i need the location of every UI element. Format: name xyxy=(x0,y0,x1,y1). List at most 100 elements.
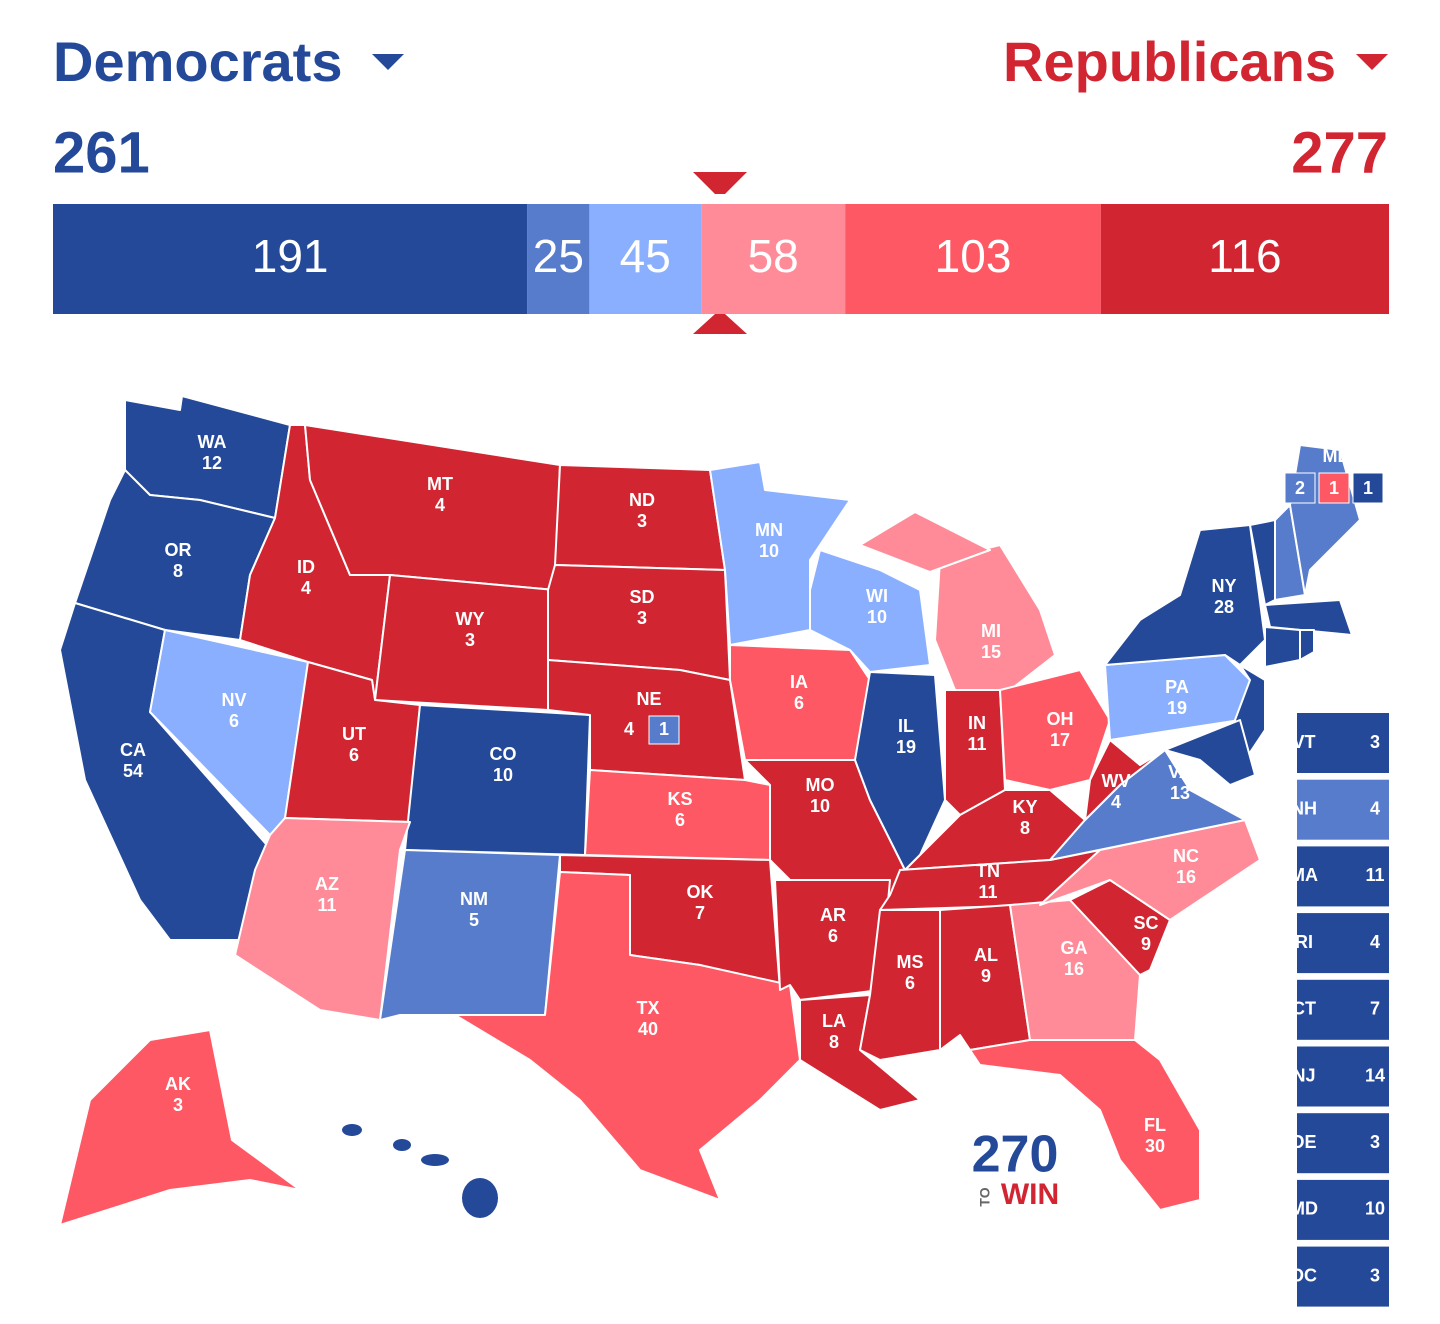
state-votes: 19 xyxy=(1167,698,1187,718)
district-box[interactable] xyxy=(1284,472,1316,504)
small-state-box[interactable] xyxy=(1297,1113,1389,1174)
state-abbr: HI xyxy=(441,1197,459,1217)
small-state-box[interactable] xyxy=(1297,1246,1389,1307)
small-state-box[interactable] xyxy=(1297,979,1389,1040)
state[interactable] xyxy=(234,817,411,1021)
bar-segment[interactable] xyxy=(1100,204,1389,314)
district-box[interactable] xyxy=(1318,472,1350,504)
logo-to: TO xyxy=(977,1187,993,1206)
state-abbr: WI xyxy=(866,586,888,606)
bar-segment[interactable] xyxy=(53,204,528,314)
state-votes: 10 xyxy=(867,607,887,627)
small-state-box[interactable] xyxy=(1297,779,1389,840)
bar-segment[interactable] xyxy=(845,204,1101,314)
state-abbr: SC xyxy=(1133,913,1158,933)
state-votes: 11 xyxy=(978,882,997,902)
state-votes: 6 xyxy=(905,973,915,993)
logo-number: 270 xyxy=(972,1126,1059,1184)
state-abbr: NM xyxy=(460,889,488,909)
state-votes: 8 xyxy=(1020,818,1030,838)
state-votes: 4 xyxy=(301,578,311,598)
state[interactable] xyxy=(1009,899,1141,1041)
state-votes: 4 xyxy=(1370,798,1380,818)
state-votes: 13 xyxy=(1170,783,1190,803)
state-abbr: MN xyxy=(755,520,783,540)
bar-label: 58 xyxy=(748,230,799,282)
state-abbr: MA xyxy=(1290,865,1318,885)
state[interactable] xyxy=(1084,739,1166,821)
small-state-box[interactable] xyxy=(1297,913,1389,974)
state-abbr: AZ xyxy=(315,874,339,894)
small-state-box[interactable] xyxy=(1297,1179,1389,1240)
state-abbr: RI xyxy=(1295,932,1313,952)
state[interactable] xyxy=(1289,444,1361,596)
dem-dropdown[interactable] xyxy=(372,54,404,70)
state-votes: 4 xyxy=(445,1218,455,1238)
state[interactable] xyxy=(934,544,1056,691)
state-abbr: KY xyxy=(1012,797,1037,817)
small-state-box[interactable] xyxy=(1297,713,1389,773)
state[interactable] xyxy=(1264,599,1353,636)
state-votes: 19 xyxy=(896,737,916,757)
state[interactable] xyxy=(859,511,991,573)
small-state-box[interactable] xyxy=(1297,1046,1389,1107)
state[interactable] xyxy=(59,1029,301,1226)
district-votes: 1 xyxy=(1363,478,1373,498)
state-abbr: NH xyxy=(1291,798,1317,818)
dem-label[interactable]: Democrats xyxy=(53,30,342,93)
district-votes: 1 xyxy=(1329,478,1339,498)
state-votes: 14 xyxy=(1365,1065,1385,1085)
state-abbr: WV xyxy=(1102,771,1131,791)
state-abbr: DE xyxy=(1291,1132,1316,1152)
state-votes: 11 xyxy=(1365,865,1384,885)
state[interactable] xyxy=(454,871,801,1201)
state[interactable] xyxy=(379,849,561,1021)
district-box[interactable] xyxy=(1352,472,1384,504)
state-votes: 16 xyxy=(1176,867,1196,887)
rep-dropdown[interactable] xyxy=(1356,54,1388,70)
marker-bottom xyxy=(693,314,747,334)
bar-segment[interactable] xyxy=(701,204,846,314)
logo-win: WIN xyxy=(1001,1178,1059,1211)
state-votes: 12 xyxy=(202,453,222,473)
state-abbr: MO xyxy=(806,775,835,795)
state-abbr: SD xyxy=(629,587,654,607)
bar-label: 103 xyxy=(935,230,1012,282)
state-votes: 10 xyxy=(493,765,513,785)
state[interactable] xyxy=(1104,524,1266,666)
state-abbr: KS xyxy=(667,789,692,809)
state-abbr: LA xyxy=(822,1011,846,1031)
small-state-box[interactable] xyxy=(1297,846,1389,907)
state-votes: 3 xyxy=(637,608,647,628)
bar-segment[interactable] xyxy=(527,204,590,314)
state-abbr: WA xyxy=(198,432,227,452)
district-box[interactable] xyxy=(648,715,680,745)
state-votes: 4 xyxy=(435,495,445,515)
bar-label: 45 xyxy=(620,230,671,282)
state-abbr: MS xyxy=(897,952,924,972)
state-abbr: DC xyxy=(1291,1265,1317,1285)
state-votes: 6 xyxy=(794,693,804,713)
bar-label: 25 xyxy=(533,230,584,282)
bar-segment[interactable] xyxy=(589,204,702,314)
state-abbr: AK xyxy=(165,1074,191,1094)
state[interactable] xyxy=(1164,719,1256,786)
state-abbr: CA xyxy=(120,740,146,760)
state[interactable] xyxy=(1299,629,1315,661)
rep-label[interactable]: Republicans xyxy=(1003,30,1336,93)
state-abbr: IL xyxy=(898,716,914,736)
state-abbr: GA xyxy=(1061,938,1088,958)
state[interactable] xyxy=(1264,626,1301,668)
state-votes: 7 xyxy=(1370,999,1380,1019)
state[interactable] xyxy=(969,1039,1201,1211)
state-abbr: CT xyxy=(1292,999,1316,1019)
hawaii[interactable] xyxy=(342,1124,498,1218)
state-votes: 8 xyxy=(829,1032,839,1052)
state-votes: 28 xyxy=(1214,597,1234,617)
district-votes: 1 xyxy=(659,719,669,739)
state[interactable] xyxy=(709,461,851,646)
state-votes: 6 xyxy=(828,926,838,946)
state-abbr: AR xyxy=(820,905,846,925)
